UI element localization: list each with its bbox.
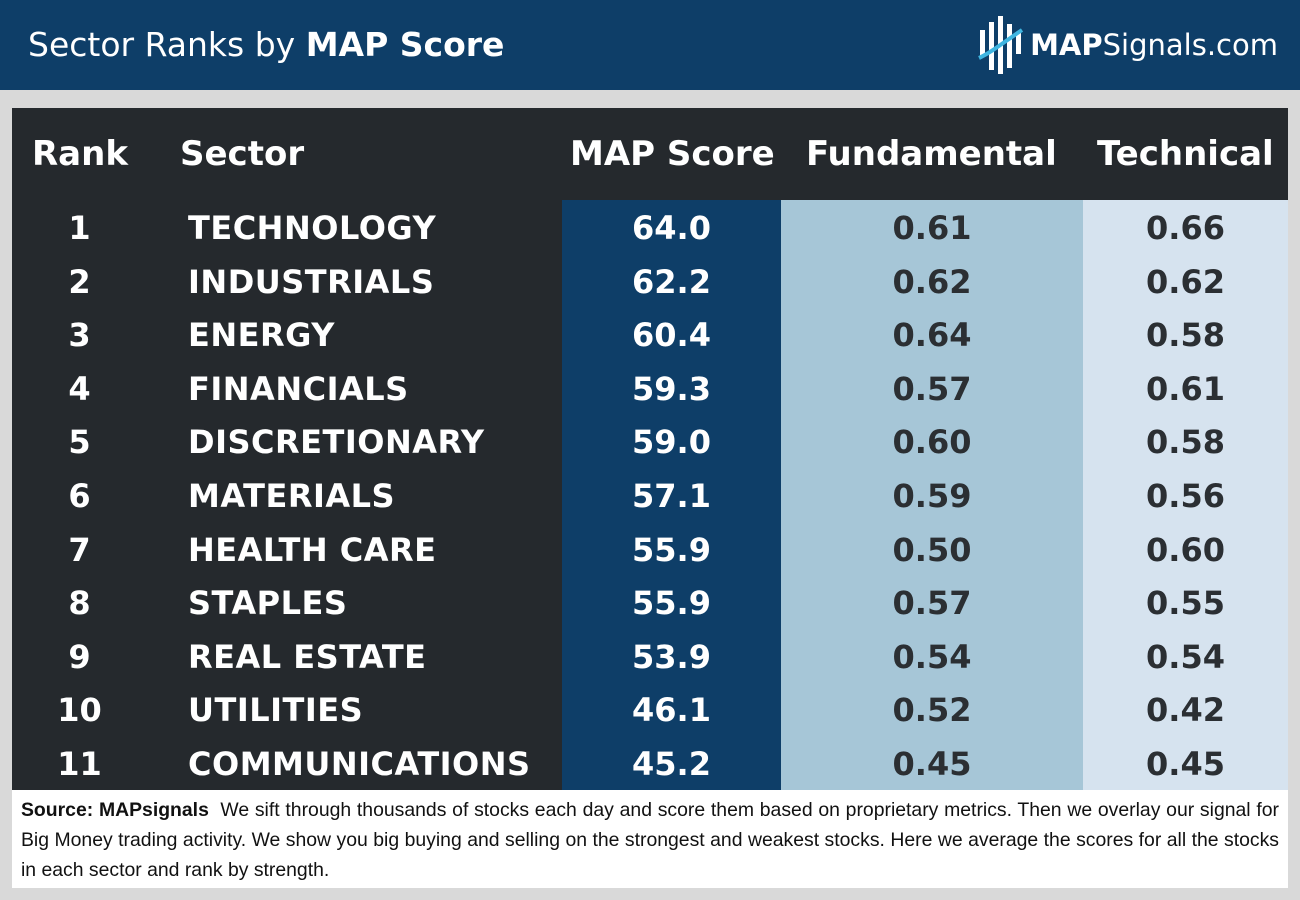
sector-cell: DISCRETIONARY: [188, 423, 485, 462]
column-header-map-score: MAP Score: [570, 134, 775, 174]
table-row: 7 HEALTH CARE 55.9 0.50 0.60: [12, 524, 1288, 578]
source-text: We sift through thousands of stocks each…: [21, 799, 1279, 881]
table-row: 10 UTILITIES 46.1 0.52 0.42: [12, 684, 1288, 738]
fundamental-cell: 0.57: [892, 369, 972, 408]
map-score-cell: 53.9: [632, 637, 711, 676]
logo-text-regular: Signals.com: [1102, 28, 1278, 62]
sector-cell: UTILITIES: [188, 691, 364, 730]
technical-cell: 0.42: [1146, 691, 1225, 730]
column-header-technical: Technical: [1097, 134, 1274, 174]
technical-cell: 0.60: [1146, 530, 1225, 569]
technical-cell: 0.55: [1146, 584, 1225, 623]
fundamental-cell: 0.62: [892, 262, 972, 301]
page-title: Sector Ranks by MAP Score: [28, 24, 504, 66]
technical-cell: 0.58: [1146, 316, 1225, 355]
rank-cell: 6: [68, 477, 91, 515]
column-header-rank: Rank: [32, 134, 128, 174]
column-header-sector: Sector: [180, 134, 305, 174]
technical-column-bg: [1083, 200, 1288, 790]
map-score-cell: 45.2: [632, 745, 711, 783]
fundamental-cell: 0.61: [892, 209, 972, 247]
sector-cell: ENERGY: [188, 316, 335, 355]
fundamental-cell: 0.59: [892, 477, 972, 515]
rank-cell: 8: [68, 584, 91, 623]
map-score-cell: 59.0: [632, 423, 711, 462]
sector-cell: REAL ESTATE: [188, 637, 427, 676]
map-score-cell: 55.9: [632, 530, 711, 569]
rank-cell: 9: [68, 637, 91, 676]
logo-text: MAPSignals.com: [1030, 28, 1278, 62]
table-row: 6 MATERIALS 57.1 0.59 0.56: [12, 470, 1288, 524]
map-score-cell: 55.9: [632, 584, 711, 623]
map-score-cell: 62.2: [632, 262, 711, 301]
table-row: 4 FINANCIALS 59.3 0.57 0.61: [12, 363, 1288, 417]
fundamental-cell: 0.64: [892, 316, 972, 355]
technical-cell: 0.56: [1146, 477, 1225, 515]
brand-logo[interactable]: MAPSignals.com: [978, 14, 1278, 76]
table-row: 11 COMMUNICATIONS 45.2 0.45 0.45: [12, 738, 1288, 792]
map-score-cell: 57.1: [632, 477, 711, 515]
fundamental-cell: 0.57: [892, 584, 972, 623]
technical-cell: 0.58: [1146, 423, 1225, 462]
title-bold: MAP Score: [305, 25, 505, 64]
table-row: 1 TECHNOLOGY 64.0 0.61 0.66: [12, 202, 1288, 256]
table-row: 2 INDUSTRIALS 62.2 0.62 0.62: [12, 256, 1288, 310]
sector-cell: INDUSTRIALS: [188, 262, 435, 301]
technical-cell: 0.61: [1146, 369, 1225, 408]
technical-cell: 0.45: [1146, 745, 1225, 783]
sector-cell: MATERIALS: [188, 477, 396, 515]
mapsignals-logo-icon: [978, 16, 1024, 74]
rank-cell: 10: [57, 691, 102, 730]
technical-cell: 0.62: [1146, 262, 1225, 301]
header-bar: Sector Ranks by MAP Score MAPSignals.com: [0, 0, 1300, 90]
sector-cell: FINANCIALS: [188, 369, 409, 408]
sector-cell: STAPLES: [188, 584, 348, 623]
rank-cell: 1: [68, 209, 91, 247]
fundamental-column-bg: [781, 200, 1083, 790]
table-row: 8 STAPLES 55.9 0.57 0.55: [12, 577, 1288, 631]
rank-cell: 11: [57, 745, 102, 783]
table-row: 3 ENERGY 60.4 0.64 0.58: [12, 309, 1288, 363]
rank-cell: 2: [68, 262, 91, 301]
table-row: 5 DISCRETIONARY 59.0 0.60 0.58: [12, 416, 1288, 470]
rank-cell: 5: [68, 423, 91, 462]
fundamental-cell: 0.52: [892, 691, 972, 730]
fundamental-cell: 0.54: [892, 637, 972, 676]
technical-cell: 0.66: [1146, 209, 1225, 247]
rank-cell: 4: [68, 369, 91, 408]
logo-text-bold: MAP: [1030, 28, 1103, 62]
source-footnote: Source: MAPsignals We sift through thous…: [12, 790, 1288, 888]
sector-cell: TECHNOLOGY: [188, 209, 437, 247]
map-score-cell: 64.0: [632, 209, 711, 247]
technical-cell: 0.54: [1146, 637, 1225, 676]
table-row: 9 REAL ESTATE 53.9 0.54 0.54: [12, 631, 1288, 685]
map-score-column-bg: [562, 200, 781, 790]
fundamental-cell: 0.45: [892, 745, 972, 783]
fundamental-cell: 0.50: [892, 530, 972, 569]
title-regular: Sector Ranks by: [28, 25, 306, 64]
column-header-fundamental: Fundamental: [806, 134, 1057, 174]
map-score-cell: 60.4: [632, 316, 711, 355]
rank-cell: 3: [68, 316, 91, 355]
sector-rank-table: Rank Sector MAP Score Fundamental Techni…: [12, 108, 1288, 790]
sector-cell: COMMUNICATIONS: [188, 745, 531, 783]
map-score-cell: 59.3: [632, 369, 711, 408]
fundamental-cell: 0.60: [892, 423, 972, 462]
source-label: Source: MAPsignals: [21, 799, 209, 821]
sector-cell: HEALTH CARE: [188, 530, 437, 569]
map-score-cell: 46.1: [632, 691, 711, 730]
rank-cell: 7: [68, 530, 91, 569]
